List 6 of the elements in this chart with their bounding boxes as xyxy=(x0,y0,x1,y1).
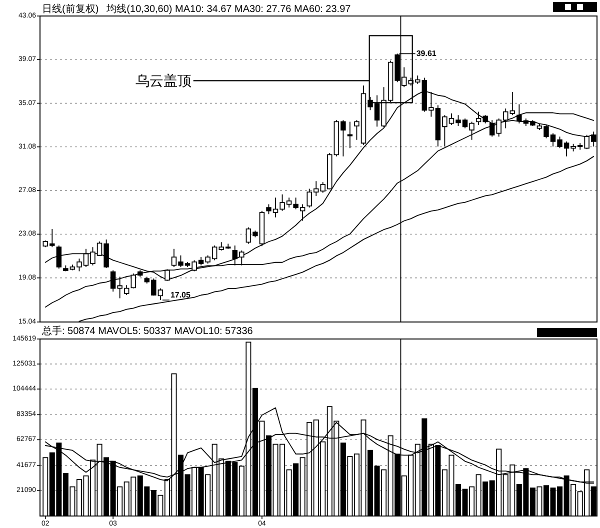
annotation: 乌云盖顶 xyxy=(135,72,192,89)
annotation: 39.61 xyxy=(416,49,437,58)
annotation: 17.05 xyxy=(170,290,192,300)
chart-title: 日线(前复权) xyxy=(42,3,99,15)
chart-title: 总手: 50874 MAVOL5: 50337 MAVOL10: 57336 xyxy=(41,325,254,337)
chart-subtitle: 均线(10,30,60) MA10: 34.67 MA30: 27.76 MA60: 23.97 xyxy=(106,3,352,15)
